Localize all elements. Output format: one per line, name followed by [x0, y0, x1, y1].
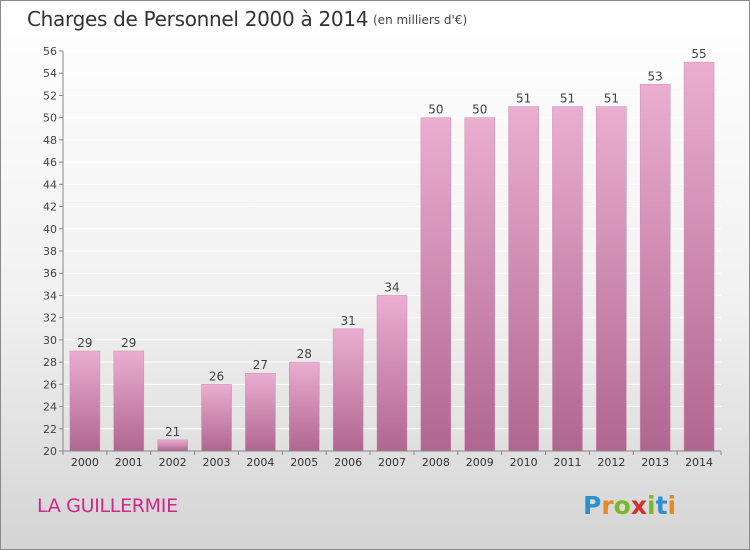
logo-letter: x: [630, 491, 647, 520]
y-tick-label: 22: [43, 423, 57, 436]
logo-letter: r: [601, 491, 614, 520]
y-tick-label: 56: [43, 45, 57, 58]
x-tick-label: 2004: [246, 456, 274, 469]
data-label: 50: [472, 103, 487, 117]
y-tick-label: 40: [43, 223, 57, 236]
x-tick-label: 2006: [334, 456, 362, 469]
bar: [420, 117, 452, 452]
data-label: 51: [560, 92, 575, 106]
y-tick-label: 26: [43, 378, 57, 391]
data-label: 50: [428, 103, 443, 117]
y-tick-label: 24: [43, 401, 57, 414]
proxiti-logo: Proxiti: [583, 491, 676, 520]
x-tick-label: 2012: [597, 456, 625, 469]
x-tick-label: 2001: [115, 456, 143, 469]
y-tick-label: 52: [43, 89, 57, 102]
logo-letter: i: [647, 491, 656, 520]
data-label: 51: [516, 92, 531, 106]
x-tick-label: 2010: [510, 456, 538, 469]
bar: [464, 117, 495, 452]
y-tick-label: 20: [43, 445, 57, 458]
x-tick-label: 2007: [378, 456, 406, 469]
logo-letter: t: [655, 491, 668, 520]
y-tick-label: 48: [43, 134, 57, 147]
data-label: 31: [340, 314, 355, 328]
data-label: 53: [648, 69, 663, 83]
bar: [113, 350, 145, 452]
y-tick-label: 36: [43, 267, 57, 280]
data-label: 26: [209, 369, 224, 383]
bar: [332, 328, 364, 452]
x-tick-label: 2000: [71, 456, 99, 469]
bar: [508, 106, 539, 452]
bars: [69, 61, 715, 452]
data-label: 21: [165, 425, 180, 439]
bar: [683, 61, 715, 452]
y-tick-label: 50: [43, 112, 57, 125]
data-label: 34: [384, 280, 399, 294]
bar: [201, 384, 232, 452]
y-tick-label: 46: [43, 156, 57, 169]
x-tick-label: 2011: [553, 456, 581, 469]
bar: [596, 106, 627, 452]
data-label: 29: [77, 336, 92, 350]
x-tick-label: 2003: [203, 456, 231, 469]
y-tick-label: 38: [43, 245, 57, 258]
bar: [639, 84, 671, 452]
data-label: 55: [691, 47, 706, 61]
x-tick-label: 2002: [159, 456, 187, 469]
bar: [552, 106, 583, 452]
x-tick-label: 2013: [641, 456, 669, 469]
bar: [69, 350, 101, 452]
logo-letter: i: [667, 491, 677, 520]
data-label: 51: [604, 92, 619, 106]
y-tick-label: 32: [43, 312, 57, 325]
y-tick-label: 30: [43, 334, 57, 347]
axes: [59, 50, 722, 455]
y-tick-label: 34: [43, 289, 57, 302]
data-label: 29: [121, 336, 136, 350]
bar: [245, 372, 276, 452]
logo-letter: P: [583, 491, 602, 520]
y-tick-label: 42: [43, 201, 57, 214]
data-label: 27: [253, 358, 268, 372]
y-tick-label: 44: [43, 178, 57, 191]
labels: 20 22 24 26 28 30 32 34 36 38 40 42 44 46 48 50 52 54 56 20…: [43, 45, 713, 469]
bar: [289, 361, 320, 452]
y-tick-label: 28: [43, 356, 57, 369]
chart-title: Charges de Personnel 2000 à 2014: [27, 7, 369, 31]
x-tick-label: 2008: [422, 456, 450, 469]
bar: [376, 295, 408, 452]
chart-subtitle: (en milliers d'€): [373, 13, 468, 27]
data-label: 28: [297, 347, 312, 361]
x-tick-label: 2005: [290, 456, 318, 469]
y-tick-label: 54: [43, 67, 57, 80]
commune-name: LA GUILLERMIE: [37, 495, 178, 517]
bar: [157, 439, 188, 452]
x-tick-label: 2009: [466, 456, 494, 469]
logo-letter: o: [613, 491, 631, 520]
x-tick-label: 2014: [685, 456, 713, 469]
